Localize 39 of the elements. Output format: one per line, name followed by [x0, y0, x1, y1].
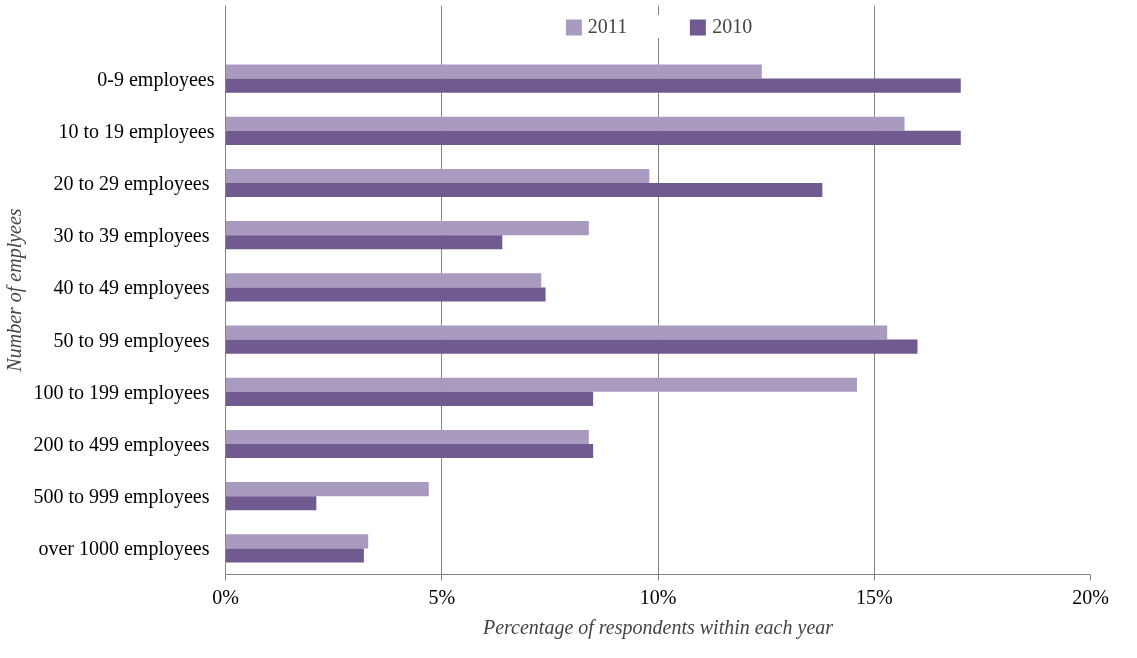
x-tick-label: 15% — [855, 585, 893, 608]
bar — [225, 534, 369, 549]
legend-label: 2011 — [587, 15, 628, 38]
bar — [225, 548, 364, 563]
bar — [225, 182, 823, 198]
x-tick-label: 5% — [428, 585, 456, 608]
bar — [225, 273, 542, 288]
x-tick-label: 20% — [1072, 585, 1109, 608]
bar — [225, 377, 857, 392]
x-tick-label: 10% — [639, 585, 677, 608]
y-tick-label: 50 to 99 employees — [53, 328, 210, 352]
bar — [225, 78, 961, 93]
bar — [225, 482, 429, 497]
y-tick-label: 10 to 19 employees — [58, 119, 215, 143]
bar — [225, 429, 589, 444]
bar — [225, 391, 594, 406]
bar — [225, 64, 762, 79]
bar — [225, 235, 503, 250]
y-tick-label: 200 to 499 employees — [33, 433, 210, 456]
y-axis-title: Number of emplyees — [3, 208, 27, 373]
y-tick-label: 500 to 999 employees — [33, 485, 210, 509]
x-axis-title: Percentage of respondents within each year — [481, 615, 834, 639]
bar — [225, 221, 589, 236]
legend-label: 2010 — [712, 15, 753, 38]
bar — [225, 444, 594, 459]
bar — [225, 287, 546, 302]
bar — [225, 325, 888, 340]
y-tick-label: 100 to 199 employees — [33, 380, 210, 404]
y-tick-label: 0-9 employees — [97, 67, 215, 91]
y-tick-label: 20 to 29 employees — [53, 171, 210, 195]
bar — [225, 339, 918, 354]
bar — [225, 116, 905, 131]
y-tick-label: 30 to 39 employees — [53, 224, 210, 248]
x-tick-label: 0% — [212, 585, 239, 608]
bar — [225, 130, 961, 145]
bar — [225, 168, 650, 183]
y-tick-label: over 1000 employees — [38, 537, 210, 561]
bar — [225, 496, 317, 511]
y-tick-label: 40 to 49 employees — [53, 276, 210, 300]
